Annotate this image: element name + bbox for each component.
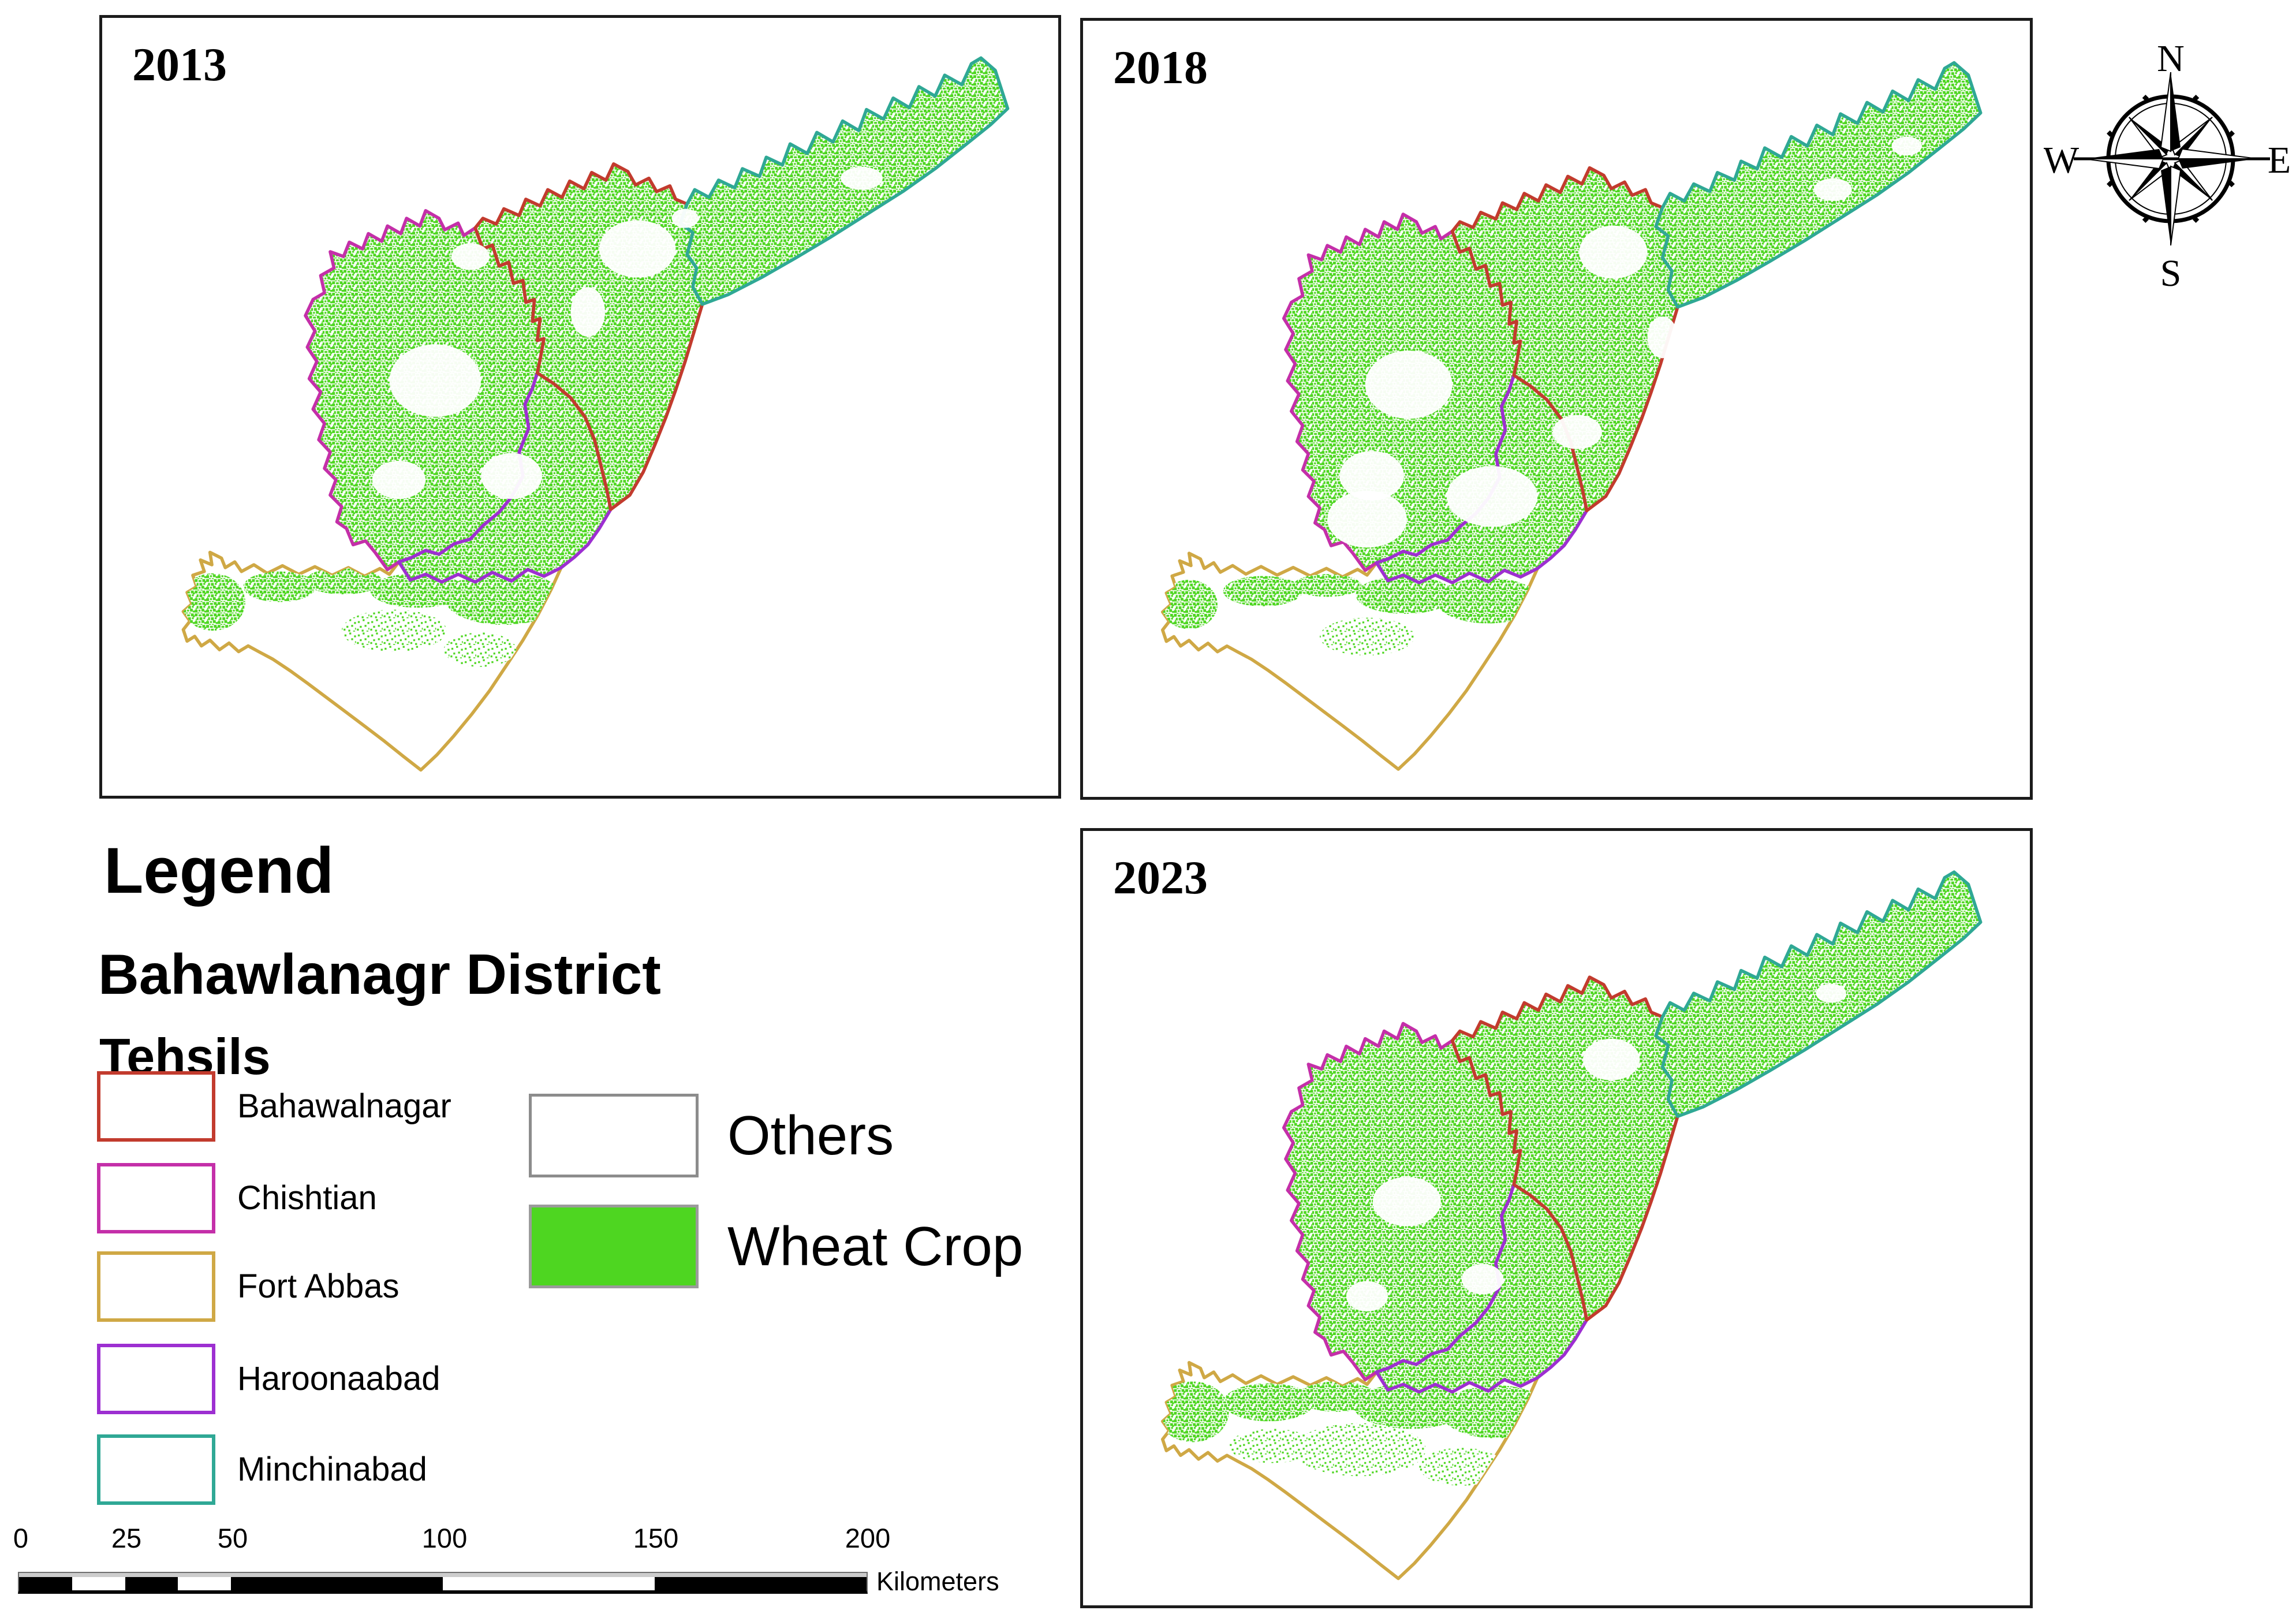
legend-title: Legend [104, 834, 334, 907]
scalebar-top-strip [19, 1573, 867, 1577]
scalebar [18, 1572, 868, 1594]
tehsil-label: Bahawalnagar [237, 1087, 451, 1125]
district-heading: Bahawlanagr District [98, 942, 661, 1006]
legend-item-bahawalnagar: Bahawalnagar [97, 1071, 451, 1142]
scalebar-tick-25: 25 [111, 1523, 142, 1553]
scalebar-segment [125, 1577, 178, 1590]
tehsil-swatch-minchinabad [97, 1434, 215, 1505]
scalebar-segment [178, 1577, 231, 1590]
map-year-label: 2013 [132, 38, 227, 91]
legend-item-chishtian: Chishtian [97, 1163, 377, 1233]
legend-item-fort-abbas: Fort Abbas [97, 1251, 399, 1322]
scalebar-segment [655, 1577, 867, 1590]
district-map-2023 [1160, 870, 1983, 1581]
compass-n-label: N [2157, 38, 2185, 80]
tehsil-swatch-haroonaabad [97, 1344, 215, 1414]
tehsil-label: Haroonaabad [237, 1360, 440, 1397]
compass-w-label: W [2044, 139, 2080, 181]
map-year-label: 2018 [1113, 41, 1208, 94]
scalebar-segment [231, 1577, 443, 1590]
class-label: Others [727, 1104, 894, 1166]
tehsil-label: Minchinabad [237, 1451, 427, 1488]
legend-item-minchinabad: Minchinabad [97, 1434, 427, 1505]
scalebar-tick-50: 50 [217, 1523, 248, 1553]
scalebar-unit: Kilometers [876, 1567, 999, 1596]
wheat-crop-swatch [529, 1205, 699, 1288]
legend-item-haroonaabad: Haroonaabad [97, 1344, 440, 1414]
scalebar-segment [443, 1577, 655, 1590]
scalebar-segment [19, 1577, 72, 1590]
scalebar-segment [72, 1577, 125, 1590]
scalebar-segments [19, 1577, 867, 1590]
tehsil-label: Chishtian [237, 1179, 377, 1217]
scalebar-tick-200: 200 [845, 1523, 891, 1553]
district-map-2013 [181, 56, 1010, 772]
class-label: Wheat Crop [727, 1215, 1024, 1277]
legend-item-others: Others [529, 1094, 894, 1177]
compass-s-label: S [2160, 252, 2182, 292]
map-panel-2018: 2018 [1080, 18, 2033, 800]
compass-graphic [2074, 72, 2270, 246]
scalebar-tick-150: 150 [633, 1523, 679, 1553]
map-panel-2023: 2023 [1080, 828, 2033, 1608]
compass-rose: N E S W [2044, 38, 2291, 292]
tehsil-swatch-bahawalnagar [97, 1071, 215, 1142]
others-swatch [529, 1094, 699, 1177]
tehsil-swatch-chishtian [97, 1163, 215, 1233]
legend-item-wheat-crop: Wheat Crop [529, 1205, 1023, 1288]
compass-e-label: E [2268, 139, 2291, 181]
map-panel-2013: 2013 [99, 15, 1061, 799]
scalebar-tick-100: 100 [421, 1523, 468, 1553]
district-map-2018 [1160, 61, 1983, 771]
tehsil-label: Fort Abbas [237, 1268, 400, 1305]
tehsil-swatch-fort-abbas [97, 1251, 215, 1322]
scalebar-tick-0: 0 [13, 1523, 29, 1553]
map-year-label: 2023 [1113, 851, 1208, 904]
